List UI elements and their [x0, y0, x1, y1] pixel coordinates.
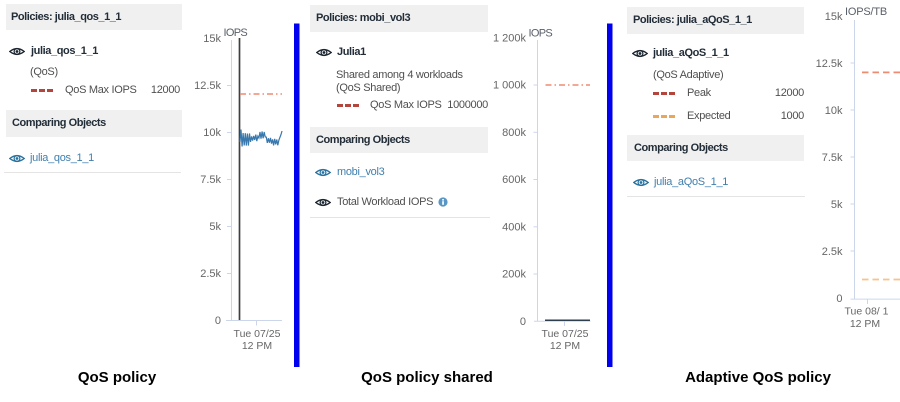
- svg-text:IOPS: IOPS: [224, 27, 248, 39]
- svg-text:7.5k: 7.5k: [822, 152, 843, 164]
- svg-text:1 200k: 1 200k: [493, 33, 527, 45]
- svg-text:12.5k: 12.5k: [194, 80, 221, 92]
- svg-text:10k: 10k: [825, 105, 843, 117]
- svg-text:12 PM: 12 PM: [242, 340, 272, 352]
- svg-text:400k: 400k: [502, 221, 526, 233]
- svg-text:IOPS/TB: IOPS/TB: [845, 6, 887, 18]
- svg-text:600k: 600k: [502, 174, 526, 186]
- svg-text:2.5k: 2.5k: [822, 246, 843, 258]
- svg-text:2.5k: 2.5k: [200, 268, 221, 280]
- svg-text:1 000k: 1 000k: [493, 80, 527, 92]
- svg-text:Tue 07/25: Tue 07/25: [542, 328, 589, 340]
- svg-text:0: 0: [215, 315, 221, 327]
- svg-text:15k: 15k: [825, 11, 843, 23]
- svg-text:0: 0: [520, 316, 526, 328]
- svg-text:200k: 200k: [502, 269, 526, 281]
- svg-text:5k: 5k: [831, 199, 843, 211]
- svg-text:12 PM: 12 PM: [550, 340, 580, 352]
- svg-text:12 PM: 12 PM: [850, 318, 880, 330]
- svg-text:12.5k: 12.5k: [816, 58, 843, 70]
- svg-text:10k: 10k: [203, 127, 221, 139]
- svg-text:15k: 15k: [203, 33, 221, 45]
- svg-text:7.5k: 7.5k: [200, 174, 221, 186]
- svg-text:Tue 07/25: Tue 07/25: [234, 328, 281, 340]
- svg-text:5k: 5k: [209, 221, 221, 233]
- svg-text:0: 0: [836, 293, 842, 305]
- svg-text:800k: 800k: [502, 127, 526, 139]
- svg-text:IOPS: IOPS: [529, 28, 553, 40]
- svg-text:Tue 08/ 1: Tue 08/ 1: [845, 306, 889, 318]
